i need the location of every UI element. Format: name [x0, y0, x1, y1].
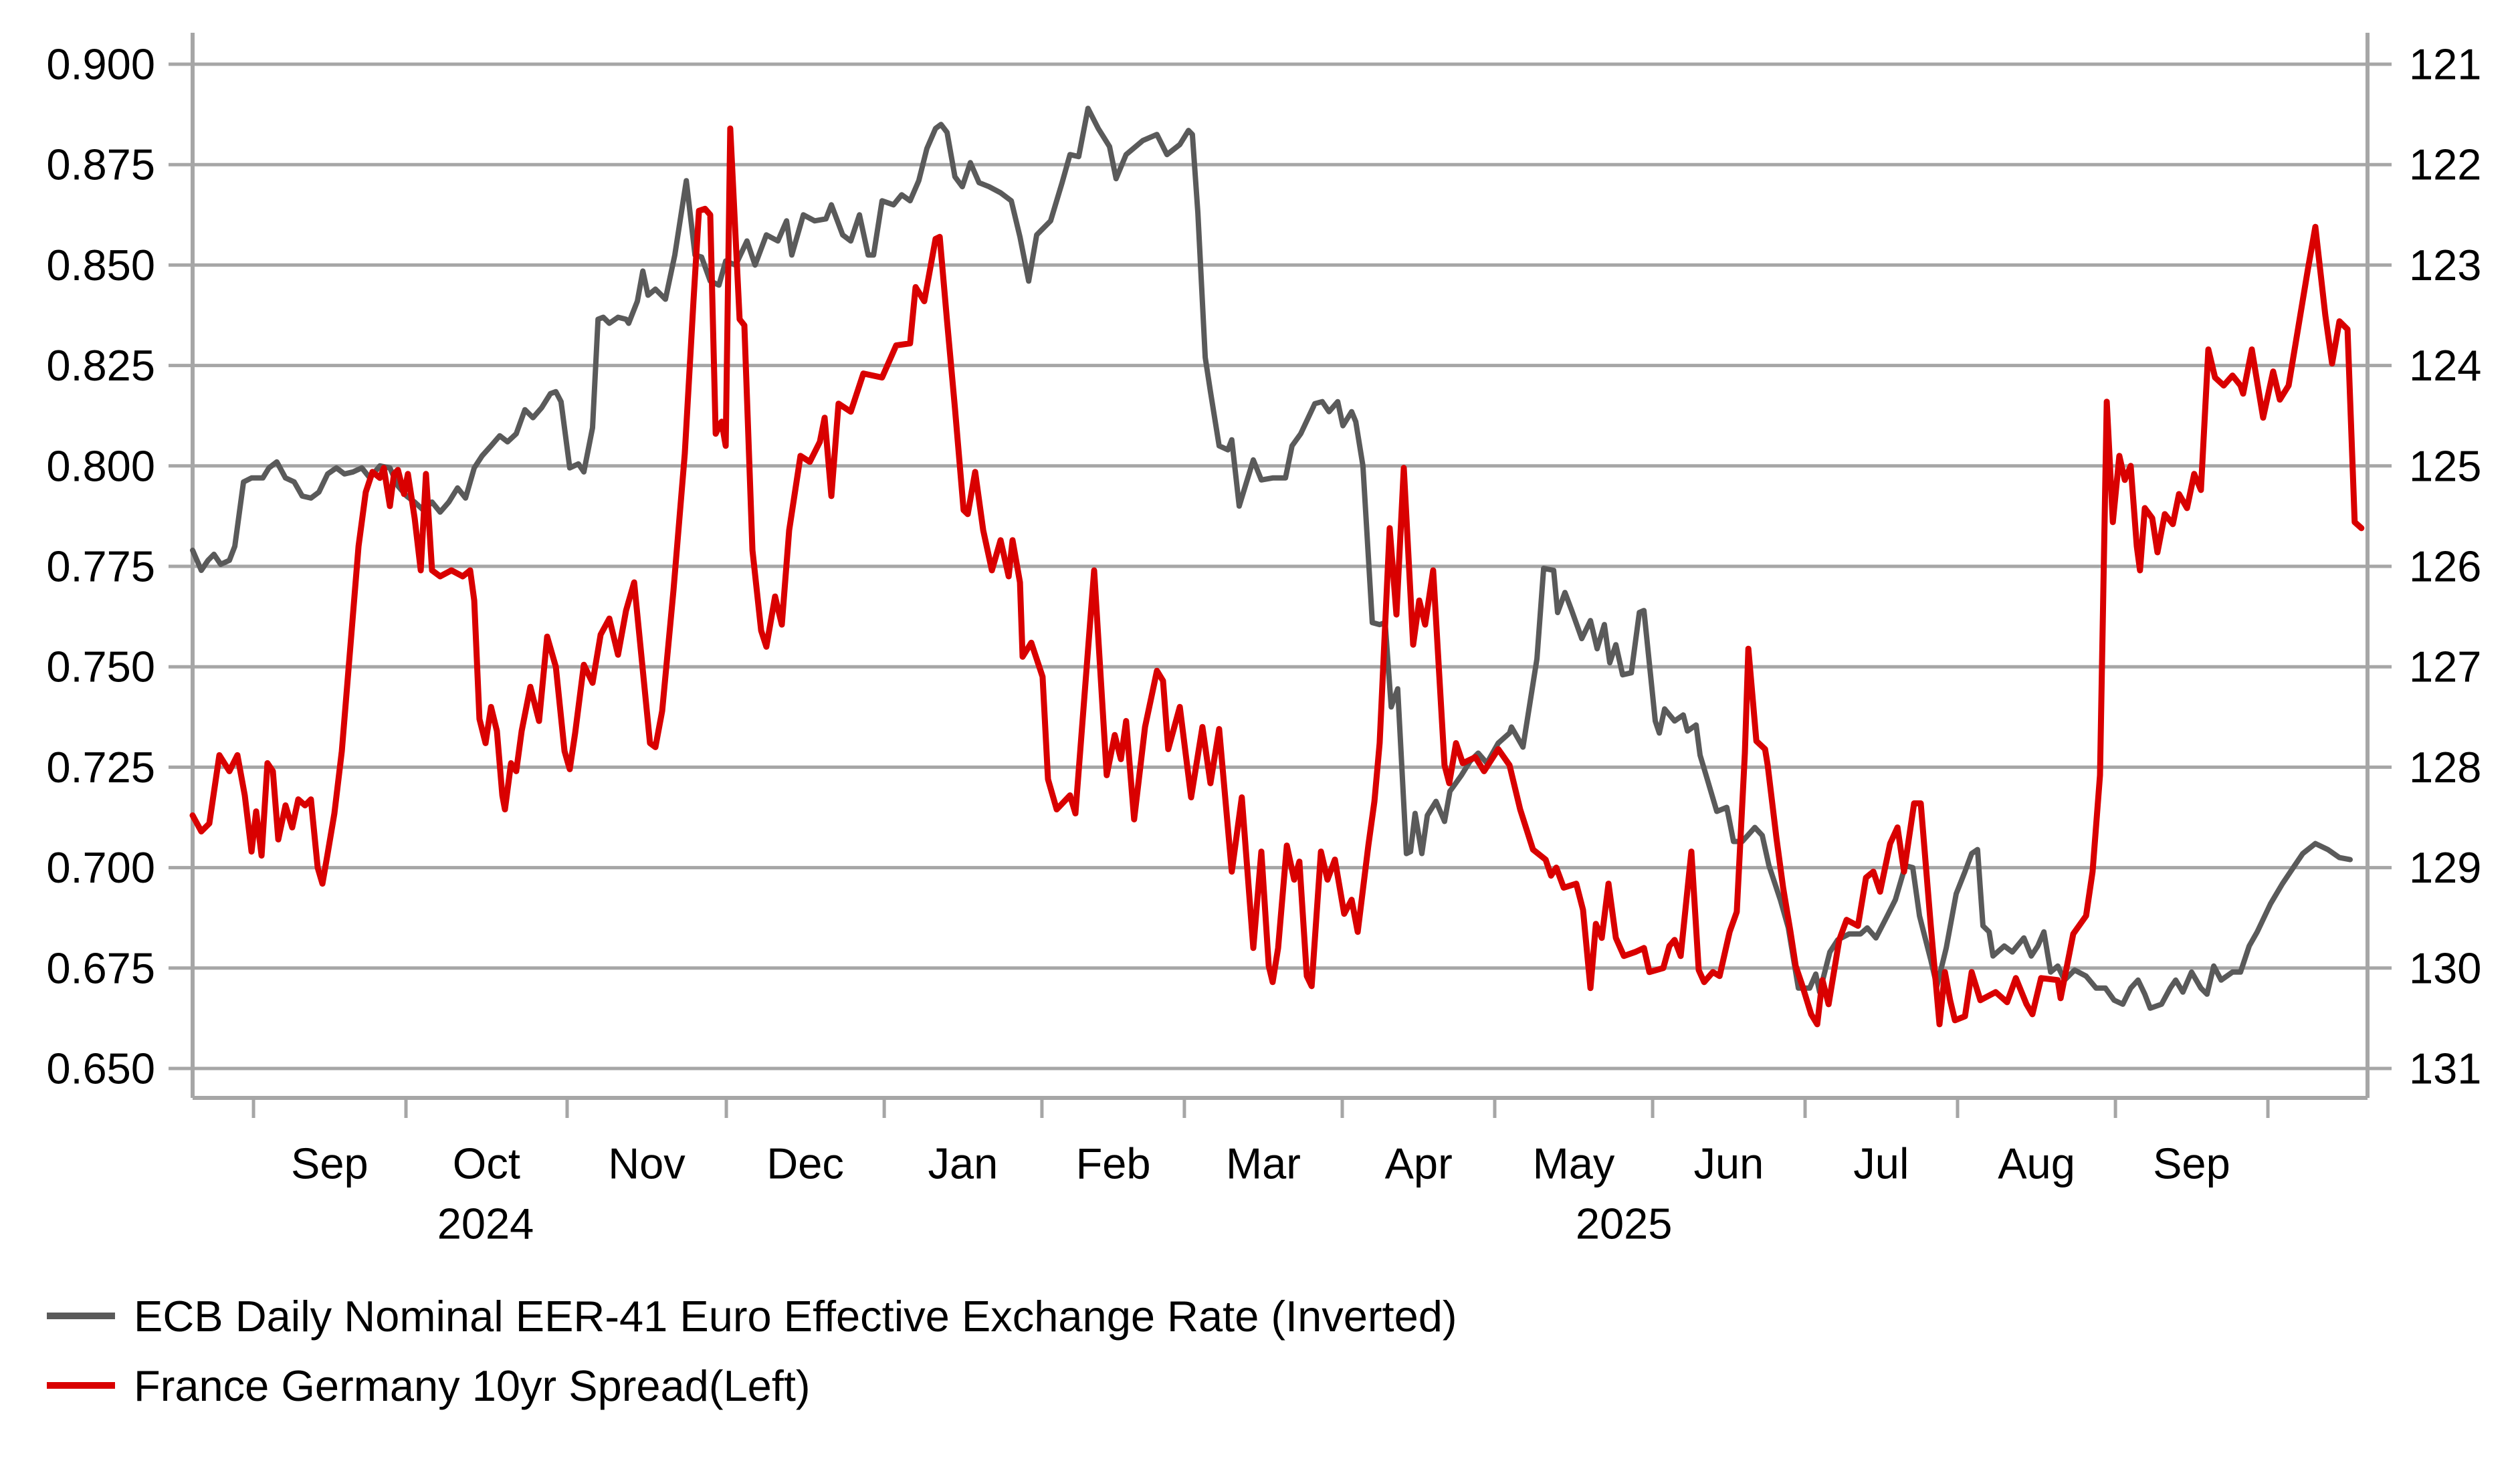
y-right-tick-label: 128 — [2409, 743, 2481, 792]
y-right-tick-label: 126 — [2409, 542, 2481, 591]
spread-series-line — [189, 125, 2365, 1028]
x-month-label: Mar — [1226, 1139, 1301, 1188]
eer-legend-label: ECB Daily Nominal EER-41 Euro Effective … — [134, 1291, 1457, 1341]
x-year-label: 2024 — [437, 1200, 534, 1248]
y-right-tick-label: 131 — [2409, 1044, 2481, 1093]
y-right-tick-label: 122 — [2409, 140, 2481, 189]
y-right-tick-label: 125 — [2409, 441, 2481, 490]
y-left-tick-label: 0.725 — [46, 743, 155, 792]
x-axis-labels: Sep Oct Nov Dec Jan Feb Mar Apr May Jun Jul Aug Sep 2… — [291, 1139, 2230, 1248]
legend: ECB Daily Nominal EER-41 Euro Effective … — [47, 1281, 1457, 1420]
spread-legend-label: France Germany 10yr Spread(Left) — [134, 1361, 811, 1410]
spread-legend-swatch — [47, 1382, 115, 1389]
y-left-tick-label: 0.775 — [46, 542, 155, 591]
x-month-label: Nov — [608, 1139, 686, 1188]
y-right-tick-label: 123 — [2409, 241, 2481, 290]
x-year-label: 2025 — [1576, 1200, 1673, 1248]
y-left-tick-label: 0.750 — [46, 643, 155, 691]
legend-item-eer: ECB Daily Nominal EER-41 Euro Effective … — [47, 1281, 1457, 1351]
y-right-tick-label: 130 — [2409, 943, 2481, 992]
y-right-tick-label: 127 — [2409, 643, 2481, 691]
x-month-label: Aug — [1998, 1139, 2075, 1188]
x-month-label: Sep — [2153, 1139, 2230, 1188]
y-right-tick-label: 121 — [2409, 40, 2481, 89]
y-left-tick-label: 0.825 — [46, 341, 155, 390]
x-month-label: Sep — [291, 1139, 369, 1188]
y-left-tick-label: 0.875 — [46, 140, 155, 189]
y-left-tick-label: 0.850 — [46, 241, 155, 290]
x-month-label: Jul — [1853, 1139, 1909, 1188]
y-left-tick-label: 0.700 — [46, 843, 155, 892]
y-left-tick-label: 0.650 — [46, 1044, 155, 1093]
axis-borders — [191, 33, 2370, 1100]
eer-series-line — [190, 106, 2353, 1011]
eer-legend-swatch — [47, 1313, 115, 1319]
x-month-label: Oct — [453, 1139, 520, 1188]
x-month-label: Feb — [1076, 1139, 1151, 1188]
y-axis-left-labels: 0.900 0.875 0.850 0.825 0.800 0.775 0.750 0.725… — [46, 40, 155, 1093]
y-left-tick-label: 0.900 — [46, 40, 155, 89]
y-left-tick-label: 0.800 — [46, 441, 155, 490]
x-month-label: Jan — [928, 1139, 998, 1188]
x-month-label: Dec — [766, 1139, 844, 1188]
y-right-tick-label: 124 — [2409, 341, 2481, 390]
y-right-tick-label: 129 — [2409, 843, 2481, 892]
legend-item-spread: France Germany 10yr Spread(Left) — [47, 1351, 1457, 1420]
axis-ticks — [169, 62, 2392, 1118]
x-month-label: Jun — [1693, 1139, 1764, 1188]
y-axis-right-labels: 121 122 123 124 125 126 127 128 129 130 131 — [2409, 40, 2481, 1093]
y-left-tick-label: 0.675 — [46, 943, 155, 992]
x-month-label: Apr — [1385, 1139, 1453, 1188]
x-month-label: May — [1533, 1139, 1615, 1188]
